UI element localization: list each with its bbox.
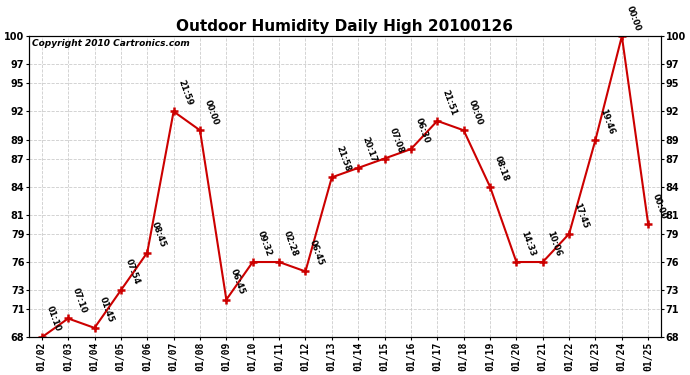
Text: 07:54: 07:54 (124, 258, 141, 286)
Text: 08:45: 08:45 (150, 220, 168, 249)
Text: 00:00: 00:00 (466, 98, 484, 126)
Text: 00:00: 00:00 (624, 4, 642, 32)
Text: 07:08: 07:08 (387, 126, 405, 154)
Text: 20:17: 20:17 (361, 136, 379, 164)
Text: 08:18: 08:18 (493, 154, 511, 183)
Text: 07:10: 07:10 (71, 286, 88, 314)
Text: 00:00: 00:00 (203, 98, 220, 126)
Text: 01:45: 01:45 (97, 296, 115, 324)
Text: 21:51: 21:51 (440, 88, 457, 117)
Text: 06:45: 06:45 (308, 239, 326, 267)
Text: 21:59: 21:59 (177, 79, 194, 107)
Text: 14:33: 14:33 (519, 230, 537, 258)
Text: 10:06: 10:06 (546, 230, 563, 258)
Text: 19:46: 19:46 (598, 107, 616, 135)
Text: Copyright 2010 Cartronics.com: Copyright 2010 Cartronics.com (32, 39, 190, 48)
Text: 02:28: 02:28 (282, 230, 299, 258)
Text: 09:32: 09:32 (255, 230, 273, 258)
Text: 17:45: 17:45 (572, 201, 589, 229)
Text: 06:45: 06:45 (229, 267, 247, 296)
Text: 06:30: 06:30 (414, 117, 431, 145)
Text: 21:58: 21:58 (335, 145, 352, 173)
Title: Outdoor Humidity Daily High 20100126: Outdoor Humidity Daily High 20100126 (177, 19, 513, 34)
Text: 01:10: 01:10 (45, 305, 62, 333)
Text: 00:00: 00:00 (651, 192, 669, 220)
